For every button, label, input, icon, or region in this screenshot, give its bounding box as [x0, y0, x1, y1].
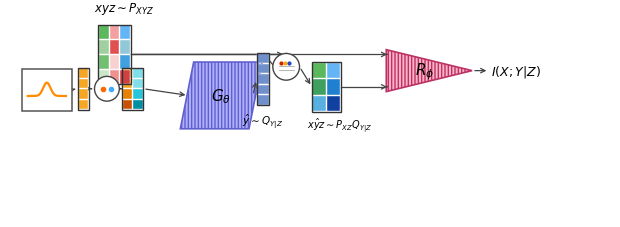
Bar	[79, 79, 88, 89]
Text: $G_\theta$: $G_\theta$	[211, 87, 231, 105]
Bar	[79, 90, 88, 99]
Polygon shape	[180, 63, 262, 129]
Bar	[120, 70, 130, 84]
Text: $xyz \sim P_{XYZ}$: $xyz \sim P_{XYZ}$	[94, 1, 154, 17]
Bar	[122, 69, 143, 110]
Bar	[312, 80, 326, 95]
Bar	[110, 70, 120, 84]
Bar	[22, 69, 72, 111]
Polygon shape	[386, 50, 472, 92]
Bar	[327, 63, 340, 79]
Bar	[257, 65, 268, 74]
Bar	[99, 26, 131, 85]
Bar	[110, 26, 120, 40]
Bar	[99, 70, 108, 84]
Circle shape	[94, 77, 119, 102]
Bar	[257, 54, 268, 64]
Bar	[133, 79, 143, 89]
Bar	[327, 80, 340, 95]
Bar	[257, 75, 268, 85]
Bar	[123, 90, 132, 99]
Bar	[79, 100, 88, 110]
Bar	[120, 56, 130, 69]
Text: $\hat{y} \sim Q_{Y|Z}$: $\hat{y} \sim Q_{Y|Z}$	[242, 113, 283, 131]
Bar	[99, 56, 108, 69]
Bar	[312, 63, 340, 112]
Bar	[133, 100, 143, 110]
Bar	[257, 86, 268, 95]
Bar	[133, 90, 143, 99]
Text: $x\hat{y}z \sim P_{XZ}Q_{Y|Z}$: $x\hat{y}z \sim P_{XZ}Q_{Y|Z}$	[307, 116, 373, 134]
Circle shape	[273, 54, 299, 81]
Bar	[257, 54, 269, 106]
Bar	[99, 41, 108, 55]
Bar	[110, 56, 120, 69]
Text: $R_\phi$: $R_\phi$	[415, 61, 434, 81]
Bar	[99, 26, 108, 40]
Bar	[312, 63, 326, 79]
Bar	[312, 96, 326, 112]
Bar	[257, 96, 268, 106]
Bar	[123, 69, 132, 79]
Bar	[133, 69, 143, 79]
Bar	[120, 41, 130, 55]
Bar	[327, 96, 340, 112]
Bar	[78, 69, 89, 110]
Text: $I(X;Y|Z)$: $I(X;Y|Z)$	[491, 63, 541, 79]
Bar	[79, 69, 88, 79]
Bar	[123, 100, 132, 110]
Bar	[123, 79, 132, 89]
Bar	[120, 26, 130, 40]
Bar	[110, 41, 120, 55]
